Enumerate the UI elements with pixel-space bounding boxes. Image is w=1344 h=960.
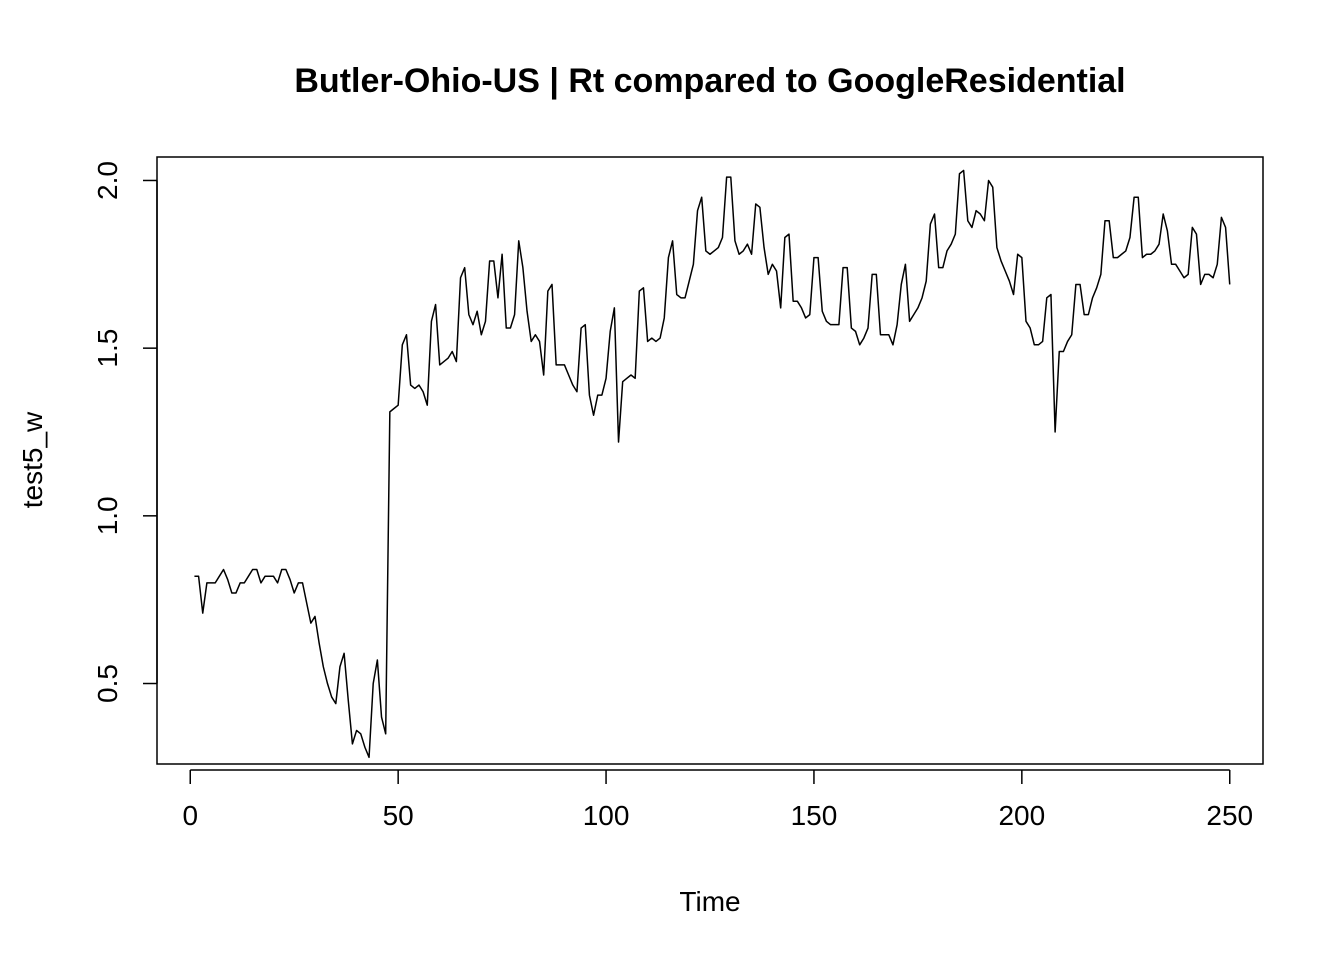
y-tick-label: 1.5 [92, 329, 123, 368]
y-tick-label: 2.0 [92, 161, 123, 200]
y-tick-label: 0.5 [92, 664, 123, 703]
x-tick-label: 150 [791, 800, 838, 831]
x-tick-label: 100 [583, 800, 630, 831]
y-axis: 0.5 1.0 1.5 2.0 [92, 161, 158, 703]
x-tick-label: 50 [383, 800, 414, 831]
plot-frame [156, 156, 1264, 765]
series-line [194, 169, 1231, 759]
chart-title: Butler-Ohio-US | Rt compared to GoogleRe… [294, 62, 1125, 100]
y-axis-label: test5_w [17, 411, 48, 508]
x-axis-label: Time [679, 886, 740, 917]
x-tick-label: 200 [998, 800, 1045, 831]
x-tick-label: 0 [182, 800, 198, 831]
x-tick-label: 250 [1206, 800, 1253, 831]
x-axis: 0 50 100 150 200 250 [182, 769, 1253, 831]
y-tick-label: 1.0 [92, 496, 123, 535]
